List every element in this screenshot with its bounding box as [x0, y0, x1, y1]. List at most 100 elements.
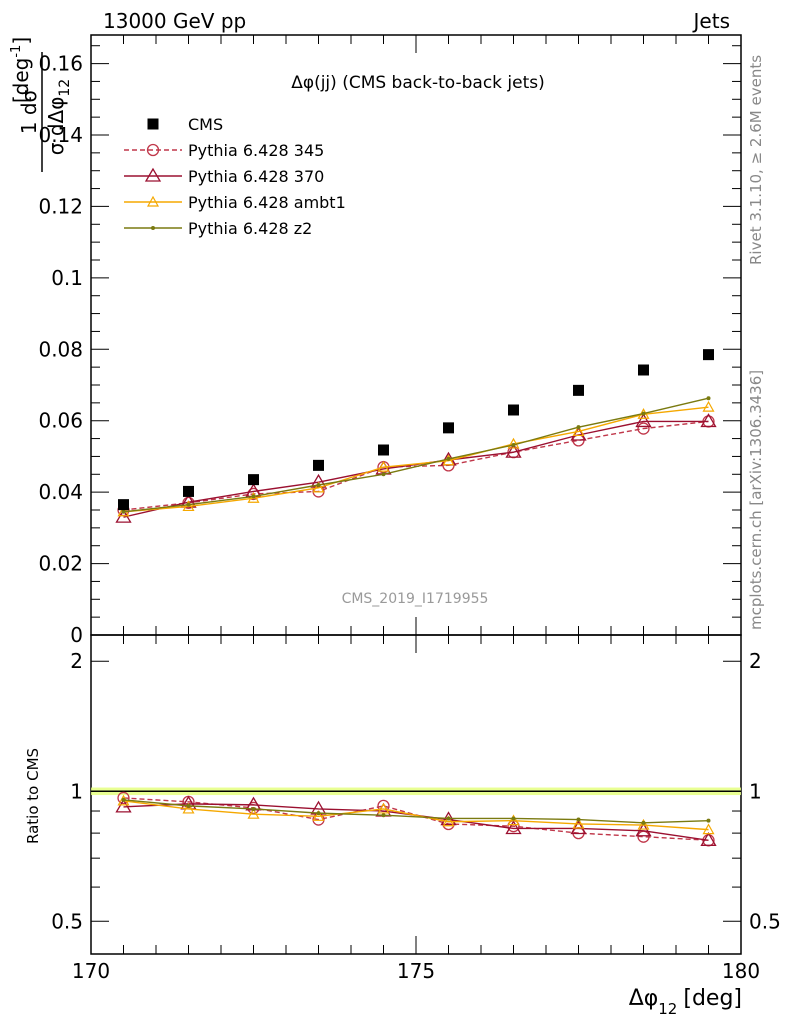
ratio-point-pythia-6-428-ambt1 — [182, 802, 195, 814]
data-point-cms — [443, 422, 454, 434]
y-tick-label: 0.14 — [38, 123, 83, 147]
data-point-pythia-6-428-370 — [180, 493, 197, 508]
x-tick-label: 175 — [397, 959, 435, 983]
ratio-tick-labels: 0.5 0.5 1 1 2 2 — [51, 649, 781, 933]
data-point-pythia-6-428-ambt1 — [377, 460, 390, 472]
y-label-denominator: σ dΔφ12 — [44, 79, 73, 155]
ratio-point-pythia-6-428-z2 — [251, 806, 256, 811]
x-tick-labels: 170 175 180 — [72, 959, 760, 983]
y-axis-unit: [deg-1] — [9, 37, 33, 103]
y-axis-label: 1 dσ σ dΔφ12 — [17, 52, 73, 172]
x-label-sub: 12 — [658, 1000, 677, 1018]
y-label-den-sub: 12 — [57, 79, 73, 97]
ratio-point-pythia-6-428-z2 — [706, 818, 711, 823]
ratio-tick-label: 1 — [70, 779, 83, 803]
legend-label-pythia-6-428-z2: Pythia 6.428 z2 — [188, 219, 312, 238]
ratio-point-pythia-6-428-z2 — [121, 797, 126, 802]
legend-label-cms: CMS — [188, 115, 223, 134]
y-tick-label: 0 — [70, 623, 83, 647]
data-point-cms — [573, 384, 584, 396]
data-point-pythia-6-428-370 — [570, 426, 587, 441]
data-point-pythia-6-428-z2 — [251, 494, 256, 499]
series-line-pythia-6-428-ambt1 — [123, 406, 709, 513]
ratio-point-pythia-6-428-z2 — [186, 803, 191, 808]
data-point-pythia-6-428-z2 — [641, 411, 646, 416]
legend-label-pythia-6-428-ambt1: Pythia 6.428 ambt1 — [188, 193, 346, 212]
data-point-pythia-6-428-ambt1 — [702, 400, 715, 412]
ratio-point-pythia-6-428-ambt1 — [572, 817, 585, 829]
x-tick-label: 170 — [72, 959, 110, 983]
ratio-point-pythia-6-428-370 — [635, 822, 652, 837]
main-series — [115, 349, 717, 523]
x-tick-label: 180 — [722, 959, 760, 983]
ratio-point-pythia-6-428-ambt1 — [312, 810, 325, 821]
ratio-axis-ticks — [90, 635, 742, 954]
y-unit-close: ] — [9, 37, 33, 45]
ratio-point-pythia-6-428-z2 — [511, 816, 516, 821]
data-point-pythia-6-428-ambt1 — [182, 500, 195, 512]
data-point-pythia-6-428-z2 — [706, 396, 711, 401]
data-point-pythia-6-428-z2 — [511, 443, 516, 447]
ratio-point-pythia-6-428-z2 — [446, 816, 451, 821]
y-tick-label: 0.06 — [38, 409, 83, 433]
ratio-point-pythia-6-428-z2 — [576, 817, 581, 822]
data-point-pythia-6-428-370 — [505, 443, 522, 458]
ratio-point-pythia-6-428-z2 — [641, 820, 646, 825]
data-point-pythia-6-428-370 — [700, 413, 717, 428]
y-label-den-pre: σ dΔφ — [44, 97, 68, 156]
data-point-pythia-6-428-z2 — [316, 483, 321, 487]
ratio-tick-label-right: 0.5 — [749, 909, 781, 933]
data-point-pythia-6-428-z2 — [576, 425, 581, 430]
ratio-panel: 0.5 0.5 1 1 2 2 — [51, 634, 781, 955]
legend-label-pythia-6-428-370: Pythia 6.428 370 — [188, 167, 324, 186]
x-axis-label: Δφ12 [deg] — [629, 986, 742, 1018]
legend-marker-cms — [147, 118, 159, 130]
ratio-tick-label-right: 1 — [749, 779, 762, 803]
ratio-point-pythia-6-428-z2 — [381, 813, 386, 818]
y-unit: [deg — [9, 58, 33, 104]
legend-marker-pythia-6-428-z2 — [151, 226, 155, 230]
main-y-tick-labels: 0 0.02 0.04 0.06 0.08 0.1 0.12 0.14 0.16 — [38, 52, 83, 647]
ratio-point-pythia-6-428-ambt1 — [442, 815, 455, 827]
x-label-unit: [deg] — [683, 986, 742, 1011]
ratio-point-pythia-6-428-ambt1 — [637, 818, 650, 830]
data-point-pythia-6-428-ambt1 — [312, 481, 325, 493]
data-point-pythia-6-428-z2 — [381, 472, 386, 477]
ratio-point-pythia-6-428-ambt1 — [247, 807, 260, 819]
ratio-y-label: Ratio to CMS — [24, 748, 42, 844]
data-point-cms — [638, 364, 649, 376]
ratio-point-pythia-6-428-z2 — [316, 811, 321, 816]
y-tick-label: 0.1 — [51, 266, 83, 290]
ratio-point-pythia-6-428-345 — [117, 791, 130, 805]
side-text-top: Rivet 3.1.10, ≥ 2.6M events — [747, 55, 765, 265]
data-point-cms — [508, 404, 519, 416]
legend-label-pythia-6-428-345: Pythia 6.428 345 — [188, 141, 324, 160]
ratio-line-pythia-6-428-ambt1 — [123, 800, 709, 831]
header-left: 13000 GeV pp — [103, 9, 246, 33]
main-axis-ticks — [90, 35, 742, 636]
ratio-point-pythia-6-428-370 — [700, 831, 717, 846]
series-line-pythia-6-428-z2 — [123, 397, 709, 513]
data-point-cms — [183, 485, 194, 497]
data-point-cms — [313, 459, 324, 471]
series-line-pythia-6-428-370 — [123, 420, 709, 518]
data-point-pythia-6-428-z2 — [446, 456, 451, 461]
data-point-pythia-6-428-ambt1 — [507, 437, 520, 449]
legend: CMS Pythia 6.428 345 Pythia 6.428 370 Pythi… — [124, 115, 346, 238]
ratio-tick-label: 0.5 — [51, 909, 83, 933]
side-text-bottom: mcplots.cern.ch [arXiv:1306.3436] — [747, 370, 765, 630]
y-tick-label: 0.02 — [38, 552, 83, 576]
ratio-point-pythia-6-428-ambt1 — [702, 823, 715, 835]
ratio-point-pythia-6-428-370 — [505, 820, 522, 835]
data-point-pythia-6-428-z2 — [121, 509, 126, 514]
header-right: Jets — [692, 9, 730, 33]
ratio-point-pythia-6-428-370 — [115, 798, 132, 813]
data-point-cms — [378, 444, 389, 456]
y-label-numerator: 1 dσ — [17, 89, 41, 134]
y-tick-label: 0.12 — [38, 194, 83, 218]
main-panel: 0 0.02 0.04 0.06 0.08 0.1 0.12 0.14 0.16 Δφ(jj) … — [38, 34, 742, 647]
svg-text:[deg-1]: [deg-1] — [9, 37, 33, 103]
data-point-cms — [118, 499, 129, 511]
ratio-point-pythia-6-428-ambt1 — [377, 802, 390, 814]
